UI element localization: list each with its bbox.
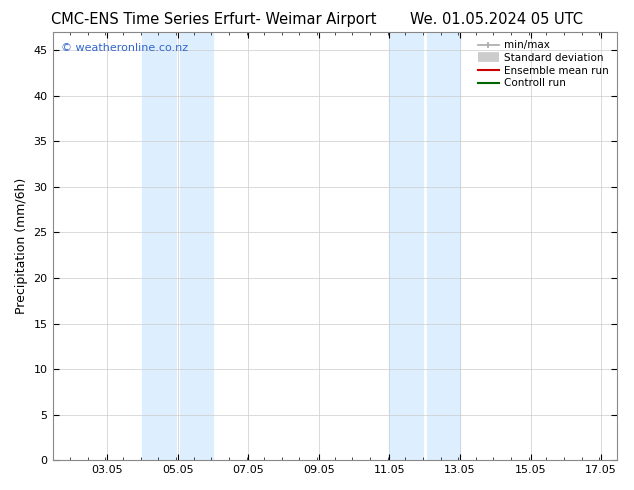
- Bar: [143, 32, 213, 460]
- Bar: [389, 32, 460, 460]
- Text: CMC-ENS Time Series Erfurt- Weimar Airport: CMC-ENS Time Series Erfurt- Weimar Airpo…: [51, 12, 376, 27]
- Text: We. 01.05.2024 05 UTC: We. 01.05.2024 05 UTC: [410, 12, 583, 27]
- Y-axis label: Precipitation (mm/6h): Precipitation (mm/6h): [15, 178, 28, 314]
- Text: © weatheronline.co.nz: © weatheronline.co.nz: [61, 43, 188, 53]
- Legend: min/max, Standard deviation, Ensemble mean run, Controll run: min/max, Standard deviation, Ensemble me…: [475, 37, 612, 92]
